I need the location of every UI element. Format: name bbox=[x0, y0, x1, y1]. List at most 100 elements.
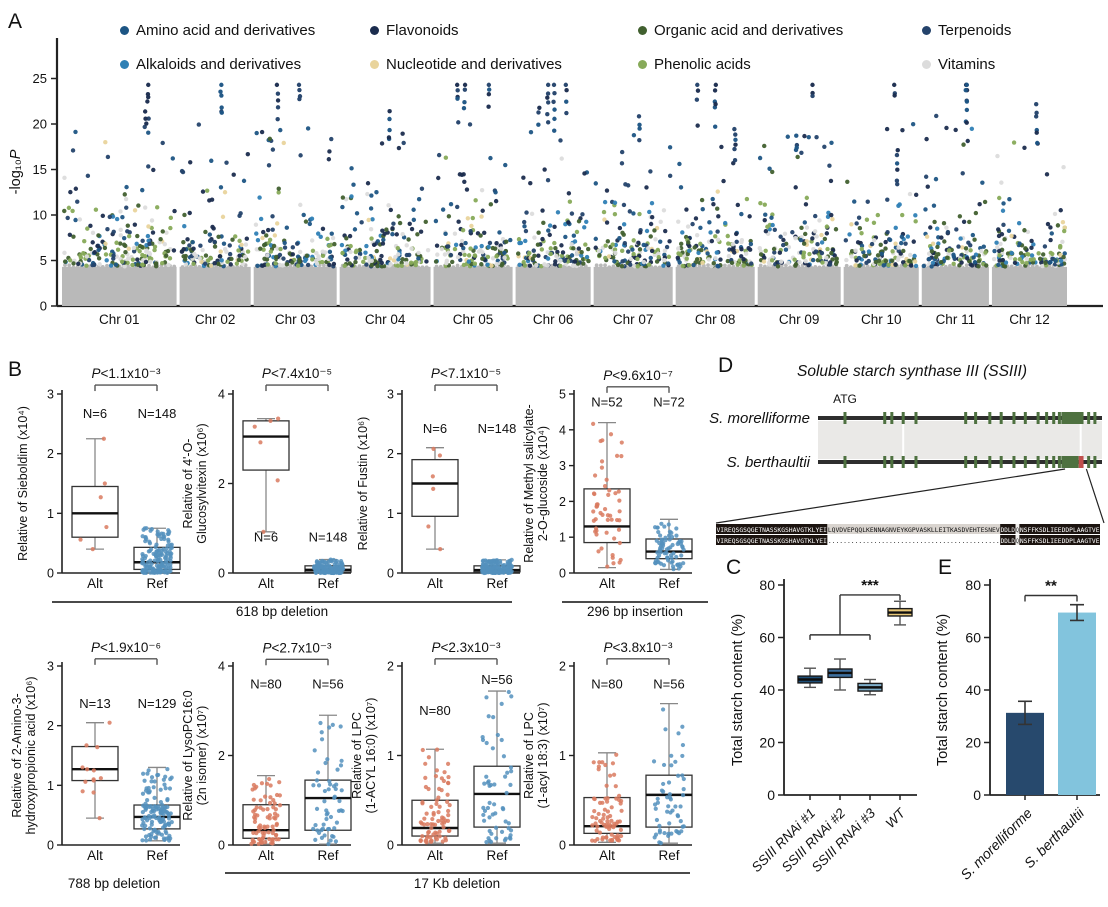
y-tick-label: 0 bbox=[47, 567, 54, 581]
legend-label: Vitamins bbox=[938, 56, 996, 73]
y-tick-label: 0 bbox=[387, 567, 394, 581]
legend-dot-icon bbox=[638, 60, 647, 69]
manhattan-points bbox=[62, 82, 1067, 269]
y-axis-label: 2-O-glucoside (x10⁴) bbox=[536, 426, 550, 541]
y-axis-label: Total starch content (%) bbox=[935, 614, 951, 766]
y-tick-label: 0 bbox=[387, 839, 394, 853]
p-value-label: P<2.7x10⁻³ bbox=[262, 640, 332, 655]
y-tick-label: 40 bbox=[965, 682, 981, 698]
panel-c-label: C bbox=[726, 556, 742, 579]
y-tick-label: 25 bbox=[33, 71, 47, 86]
y-tick-label: 4 bbox=[559, 423, 566, 437]
y-tick-label: 1 bbox=[47, 507, 54, 521]
p-value-label: P<1.1x10⁻³ bbox=[91, 366, 161, 381]
legend-label: Nucleotide and derivatives bbox=[386, 56, 562, 73]
y-tick-label: 60 bbox=[759, 630, 775, 646]
footer-text-17kb: 17 Kb deletion bbox=[413, 876, 501, 891]
chromosome-label: Chr 04 bbox=[365, 312, 406, 327]
legend-item-5: Organic acid and derivatives bbox=[638, 22, 843, 39]
data-points-alt bbox=[426, 446, 443, 552]
group-label: Alt bbox=[427, 848, 443, 863]
alignment-segment: LQVDVEPQQLKENNAGNVEYKGPVASKLLEITKASDVEHT… bbox=[828, 527, 1000, 534]
starch-content-barchart: 0 20 40 60 80 Total starch content (%) S. more… bbox=[935, 577, 1100, 883]
legend-dot-icon bbox=[370, 60, 379, 69]
bar-label: S. morelliforme bbox=[957, 805, 1035, 883]
n-count-label: N=80 bbox=[419, 703, 450, 718]
n-count-label: N=80 bbox=[591, 676, 622, 691]
footer-text-296bp: 296 bp insertion bbox=[586, 604, 684, 619]
p-value-label: P<7.4x10⁻⁵ bbox=[262, 366, 332, 381]
legend-dot-icon bbox=[370, 26, 379, 35]
y-tick-label: 15 bbox=[33, 162, 47, 177]
chromosome-label: Chr 12 bbox=[1009, 312, 1050, 327]
alignment-segment: VIREQSGSQGETNASSKGSHAVGTKLYEI bbox=[717, 527, 828, 534]
n-count-label: N=80 bbox=[250, 676, 281, 691]
y-tick-label: 20 bbox=[33, 117, 47, 132]
track-label: S. morelliforme bbox=[709, 410, 810, 427]
y-axis-label: Relative of Methyl salicylate- bbox=[522, 404, 536, 562]
boxplot-b2: 0 2 4 Relative of 4'-O- Glucosylvitexin (x10… bbox=[181, 366, 352, 591]
y-tick-label: 2 bbox=[387, 660, 394, 674]
data-points-alt bbox=[78, 436, 109, 552]
y-tick-label: 4 bbox=[218, 388, 225, 402]
y-axis-label: (1-acyl 18:3) (x10⁷) bbox=[536, 703, 550, 809]
legend-item-8: Vitamins bbox=[922, 56, 995, 73]
y-tick-label: 2 bbox=[218, 749, 225, 763]
group-label: Ref bbox=[317, 848, 338, 863]
category-label: WT bbox=[883, 804, 910, 831]
group-label: Ref bbox=[486, 576, 507, 591]
legend-item-4: Nucleotide and derivatives bbox=[370, 56, 562, 73]
y-axis-label: Glucosylvitexin (x10⁶) bbox=[195, 423, 209, 543]
y-tick-label: 0 bbox=[47, 839, 54, 853]
y-tick-label: 1 bbox=[559, 531, 566, 545]
y-axis-label: Relative of LPC bbox=[350, 712, 364, 799]
alignment-segment: NSFFKSDLIEEDDPLAAGTVE bbox=[1020, 527, 1100, 534]
y-axis-label: Relative of LPC bbox=[522, 712, 536, 799]
group-label: Ref bbox=[146, 848, 167, 863]
y-tick-label: 2 bbox=[387, 447, 394, 461]
below-threshold-bands bbox=[62, 263, 1067, 306]
alignment-segment: DDLD bbox=[1001, 527, 1016, 534]
group-label: Alt bbox=[258, 576, 274, 591]
boxplot-b5: 0 1 2 3 Relative of 2-Amino-3- hydroxypropion… bbox=[10, 640, 181, 863]
y-tick-label: 0 bbox=[559, 839, 566, 853]
group-label: Ref bbox=[486, 848, 507, 863]
group-label: Alt bbox=[87, 576, 103, 591]
atg-label: ATG bbox=[833, 392, 857, 406]
y-tick-label: 0 bbox=[767, 787, 775, 803]
track-label: S. berthaultii bbox=[727, 454, 811, 471]
data-points-ref bbox=[140, 767, 174, 843]
n-count-label: N=6 bbox=[423, 421, 447, 436]
boxplot-b4: 0 1 2 3 4 5 Relative of Methyl salicylate- 2-O-… bbox=[522, 368, 693, 591]
y-tick-label: 3 bbox=[47, 660, 54, 674]
chromosome-label: Chr 08 bbox=[695, 312, 736, 327]
legend-label: Organic acid and derivatives bbox=[654, 22, 844, 39]
y-axis-label: hydroxypropionic acid (x10⁶) bbox=[24, 677, 38, 835]
n-count-label: N=52 bbox=[591, 395, 622, 410]
data-points-ref bbox=[311, 720, 345, 847]
y-tick-label: 5 bbox=[559, 388, 566, 402]
group-label: Alt bbox=[258, 848, 274, 863]
legend-item-6: Phenolic acids bbox=[638, 56, 751, 73]
legend-dot-icon bbox=[120, 26, 129, 35]
data-points-ref bbox=[312, 557, 346, 576]
panel-b-label: B bbox=[8, 358, 23, 381]
n-count-label: N=56 bbox=[312, 676, 343, 691]
alignment-segment: ........................................… bbox=[828, 538, 1000, 545]
legend-label: Amino acid and derivatives bbox=[136, 22, 316, 39]
panel-d-label: D bbox=[718, 354, 734, 377]
panel-a-label: A bbox=[8, 10, 23, 33]
legend-dot-icon bbox=[922, 60, 931, 69]
p-value-label: P<1.9x10⁻⁶ bbox=[91, 640, 161, 655]
y-tick-label: 3 bbox=[559, 459, 566, 473]
y-tick-label: 4 bbox=[218, 660, 225, 674]
data-points-alt bbox=[249, 776, 283, 846]
data-points-alt bbox=[590, 752, 624, 844]
y-tick-label: 1 bbox=[387, 749, 394, 763]
y-tick-label: 3 bbox=[387, 388, 394, 402]
gene-structure-diagram: Soluble starch synthase III (SSIII) S. mo… bbox=[709, 363, 1105, 545]
footer-line-618bp bbox=[52, 601, 512, 603]
y-axis-label: (1-ACYL 16:0) (x10⁷) bbox=[364, 698, 378, 814]
y-axis-label: Relative of Fustin (x10⁶) bbox=[356, 417, 370, 551]
n-count-label: N=129 bbox=[138, 696, 177, 711]
